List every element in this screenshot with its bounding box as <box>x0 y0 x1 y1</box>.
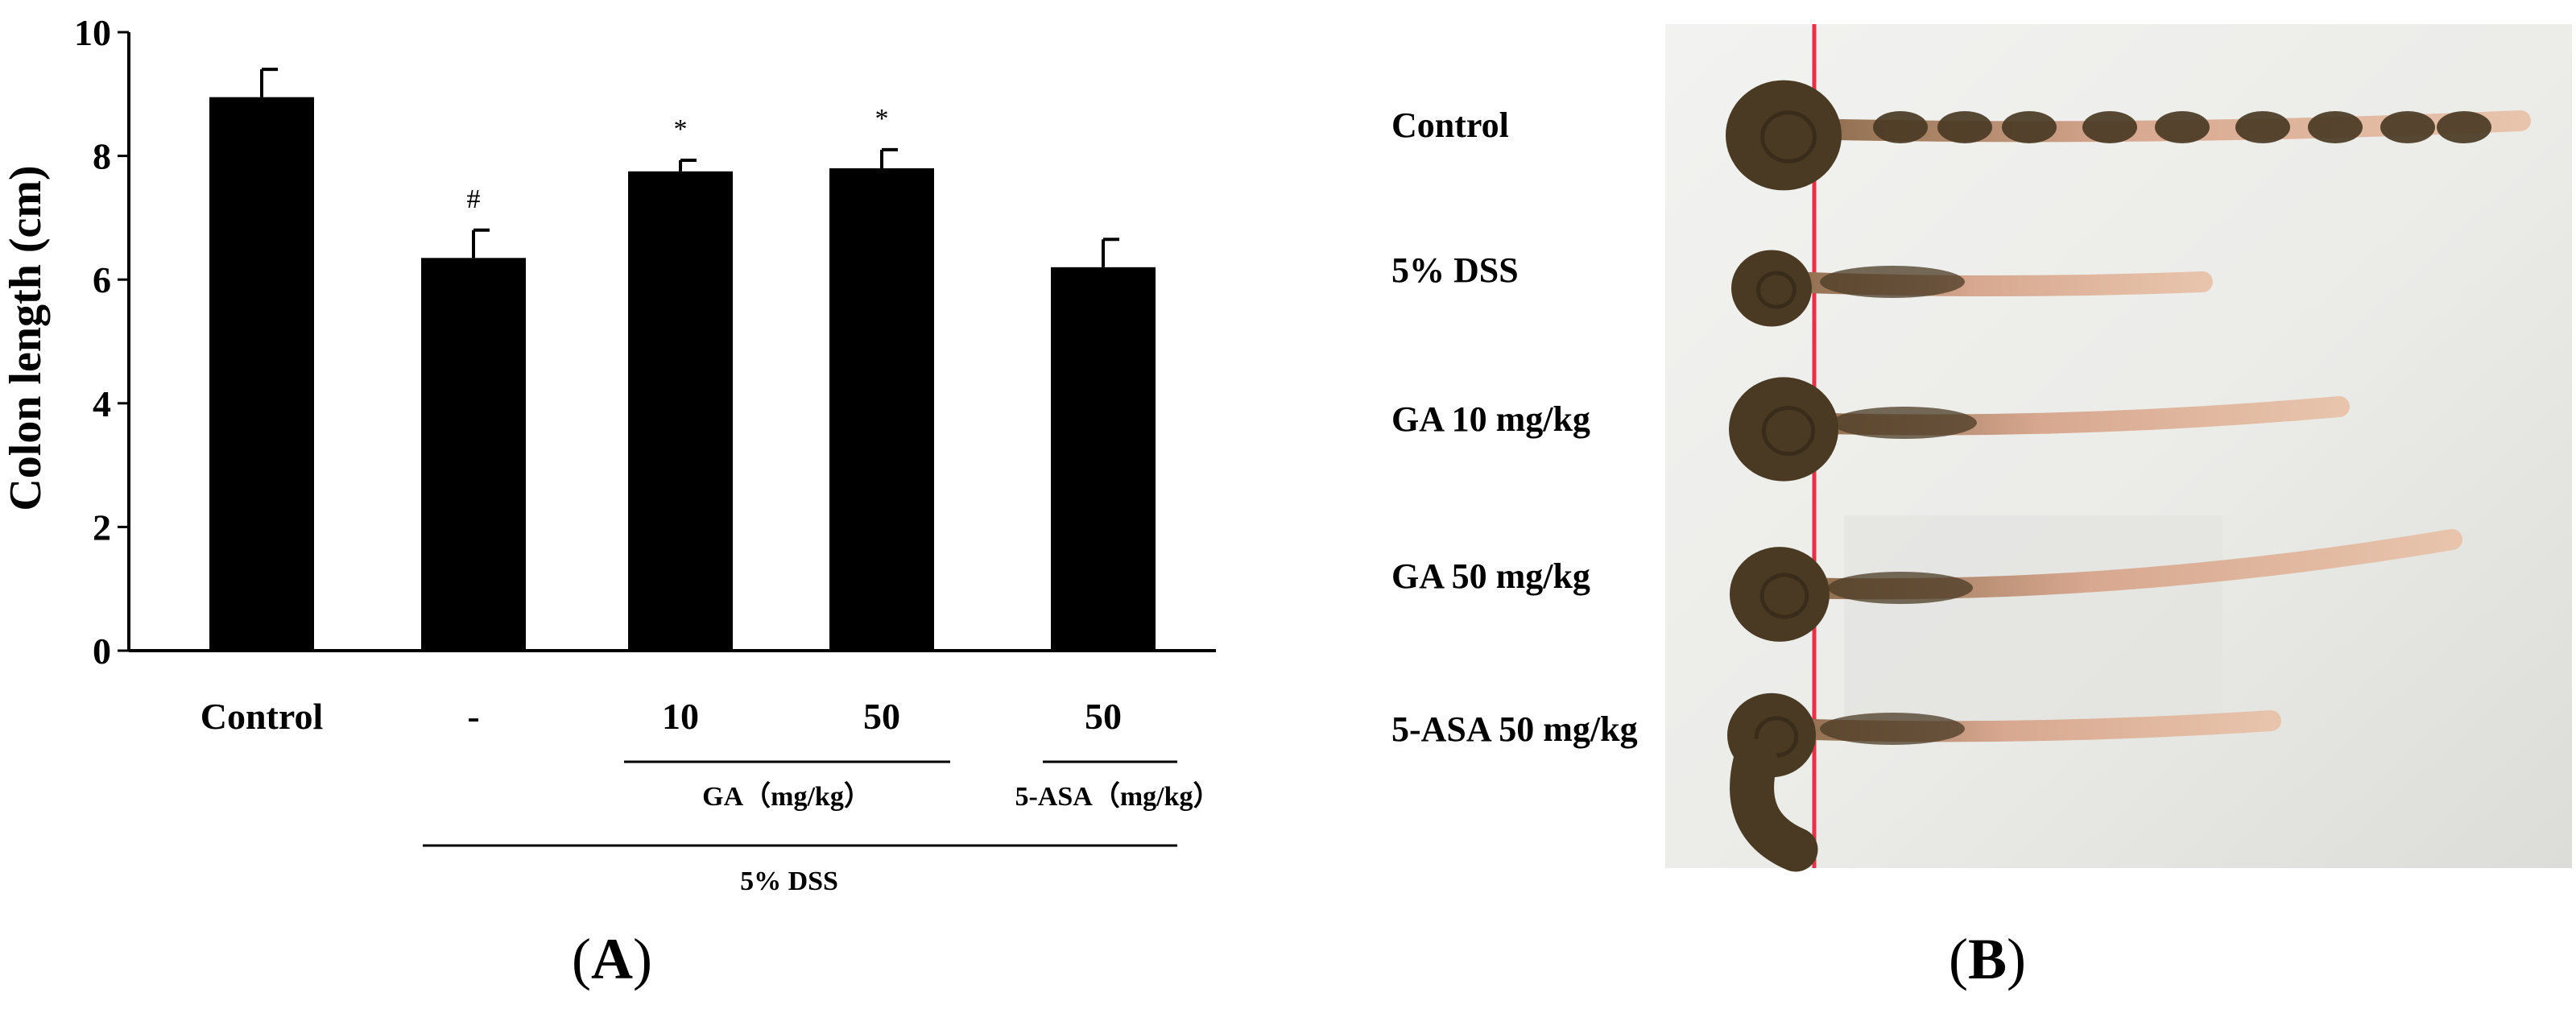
fecal-pellet <box>1937 111 1992 143</box>
colon-coil-inner <box>1760 110 1817 163</box>
colon-specimen <box>1727 693 2281 872</box>
bars: # * * <box>209 68 1156 651</box>
category-label: 50 <box>1085 696 1122 737</box>
category-labels: Control - 10 50 50 <box>201 696 1122 737</box>
colon-photo-panel-b: Control 5% DSS GA 10 mg/kg GA 50 mg/kg 5-ASA… <box>1391 24 2572 991</box>
asa-group-label: 5-ASA（mg/kg） <box>1015 780 1220 812</box>
specimen-label: GA 10 mg/kg <box>1391 399 1590 439</box>
colon-cecum <box>1730 738 1818 872</box>
dark-segment <box>1832 407 1977 439</box>
ga-group-label: GA（mg/kg） <box>702 780 871 812</box>
category-label: 10 <box>662 696 699 737</box>
bar <box>421 258 526 651</box>
category-label: - <box>467 696 479 737</box>
specimen-label: Control <box>1391 105 1509 145</box>
bar <box>829 167 934 651</box>
y-ticks: 0 2 4 6 8 10 <box>74 12 129 672</box>
bar <box>209 97 314 651</box>
y-tick-label: 8 <box>93 136 111 177</box>
colon-coil <box>1729 377 1838 482</box>
fecal-pellet <box>2308 111 2363 143</box>
colon-coil <box>1731 250 1812 327</box>
colon-coil-inner <box>1756 271 1797 309</box>
photo-labels: Control 5% DSS GA 10 mg/kg GA 50 mg/kg 5-ASA… <box>1391 105 1638 749</box>
fecal-pellet <box>2155 111 2210 143</box>
colon-coil <box>1726 80 1842 191</box>
colon-coil-inner <box>1759 573 1809 619</box>
significance-marker: * <box>875 104 889 134</box>
specimen-label: 5-ASA 50 mg/kg <box>1391 709 1638 749</box>
bar <box>628 171 733 651</box>
dark-segment <box>1820 713 1965 745</box>
fecal-pellet <box>2235 111 2290 143</box>
significance-marker: * <box>674 114 688 144</box>
bar <box>1051 267 1156 651</box>
colon-coil <box>1730 547 1830 642</box>
colon-specimen <box>1730 529 2462 642</box>
specimen-label: GA 50 mg/kg <box>1391 556 1590 596</box>
y-axis-label: Colon length (cm) <box>1 165 51 511</box>
fecal-pellet <box>1873 111 1928 143</box>
colon-specimen <box>1729 377 2350 482</box>
specimen-label: 5% DSS <box>1391 250 1519 290</box>
category-label: Control <box>201 696 324 737</box>
fecal-pellet <box>2002 111 2057 143</box>
panel-a-label: (A) <box>572 927 652 991</box>
bar-chart-panel-a: Colon length (cm) 0 2 4 6 8 10 # * * Control - 10… <box>1 12 1221 991</box>
y-tick-label: 6 <box>93 259 111 300</box>
y-tick-label: 2 <box>93 507 111 548</box>
panel-b-label: (B) <box>1949 927 2026 991</box>
y-tick-label: 10 <box>74 12 111 53</box>
colon-specimen <box>1731 250 2213 327</box>
category-label: 50 <box>863 696 900 737</box>
fecal-pellet <box>2437 111 2491 143</box>
fecal-pellet <box>2082 111 2137 143</box>
colon-coil-inner <box>1761 405 1816 457</box>
fecal-pellet <box>2380 111 2435 143</box>
dark-segment <box>1828 572 1973 604</box>
colon-specimens <box>1726 80 2531 872</box>
y-tick-label: 0 <box>93 631 111 672</box>
photo-reflection <box>1844 515 2222 733</box>
dark-segment <box>1820 266 1965 298</box>
dss-group-label: 5% DSS <box>740 866 838 896</box>
significance-marker: # <box>467 184 481 214</box>
colon-specimen <box>1726 80 2531 191</box>
y-tick-label: 4 <box>93 383 111 424</box>
